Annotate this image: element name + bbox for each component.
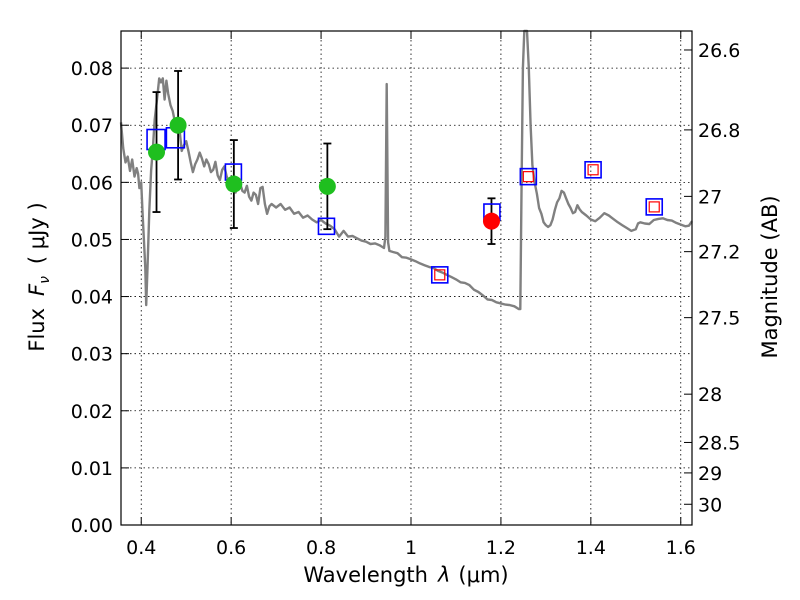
observed-point-green (225, 175, 243, 193)
observed-point-green (318, 177, 336, 195)
observed-point-green (148, 143, 166, 161)
y2-tick-label: 26.6 (698, 40, 740, 62)
y2-tick-label: 27 (698, 186, 722, 208)
y2-tick-label: 28.5 (698, 432, 740, 454)
y-tick-label: 0.05 (71, 229, 113, 251)
model-photometry-box (519, 167, 538, 186)
y2-tick-label: 27.5 (698, 308, 740, 330)
model-photometry-inner-box (587, 164, 599, 176)
x-axis-title: Wavelength λ (μm) (303, 563, 508, 587)
y2-tick-label: 27.2 (698, 242, 740, 264)
y2-tick-label: 30 (698, 494, 722, 516)
x-tick-label: 1.2 (486, 537, 516, 559)
x-axis-title-symbol: λ (437, 563, 450, 587)
model-photometry-boxes (146, 126, 664, 284)
y-axis-title: Flux Fν ( μJy ) (25, 202, 53, 351)
x-tick-label: 0.4 (126, 537, 156, 559)
plot-frame (120, 30, 693, 526)
y-tick-label: 0.04 (71, 287, 113, 309)
y-tick-label: 0.03 (71, 344, 113, 366)
grid-lines (121, 31, 692, 526)
y-axis-title-unit: ( μJy ) (25, 202, 49, 264)
model-photometry-inner-box (648, 201, 660, 213)
model-photometry-inner-box (522, 171, 534, 183)
x-tick-label: 0.8 (306, 537, 336, 559)
y-tick-label: 0.01 (71, 458, 113, 480)
x-tick-label: 1.4 (576, 537, 606, 559)
y2-tick-label: 29 (698, 463, 722, 485)
y2-tick-label: 28 (698, 384, 722, 406)
y2-axis-title: Magnitude (AB) (758, 195, 782, 358)
axis-ticks: 0.4 0.6 0.8 1 1.2 1.4 1.6 0.00 0.01 0.02 0.03 0.04 0… (71, 31, 740, 559)
y-tick-label: 0.07 (71, 115, 113, 137)
observed-points (148, 116, 500, 230)
observed-point-red (482, 212, 500, 230)
x-axis-title-main: Wavelength (303, 563, 428, 587)
y-axis-title-subscript: ν (37, 276, 53, 284)
y-tick-label: 0.08 (71, 58, 113, 80)
y-axis-title-main: Flux (25, 308, 49, 352)
x-axis-title-unit: (μm) (458, 563, 508, 587)
model-photometry-box (584, 160, 602, 179)
y-axis-title-symbol: F (25, 283, 49, 296)
sed-model-line (119, 29, 693, 311)
model-photometry-inner-box (434, 269, 446, 281)
y-tick-label: 0.00 (71, 515, 113, 537)
x-tick-label: 1 (405, 537, 417, 559)
y-tick-label: 0.02 (71, 401, 113, 423)
x-tick-label: 0.6 (216, 537, 246, 559)
x-tick-label: 1.6 (666, 537, 696, 559)
model-photometry-box (645, 198, 664, 216)
y2-tick-label: 26.8 (698, 120, 740, 142)
model-photometry-box (430, 266, 449, 284)
y-tick-label: 0.06 (71, 172, 113, 194)
observed-point-green (169, 116, 187, 134)
model-photometry-box (317, 217, 336, 236)
